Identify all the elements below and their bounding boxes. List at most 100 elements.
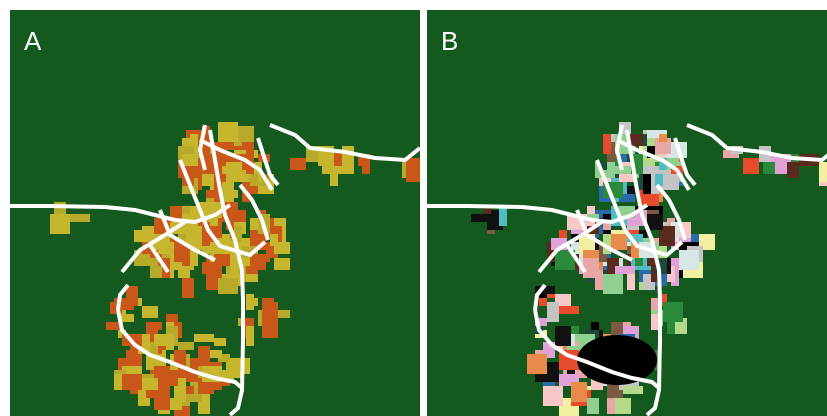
land-patch [202,234,218,242]
road-line [238,183,270,241]
land-patch [603,234,611,254]
land-patch [611,234,627,250]
land-patch [178,266,190,278]
land-patch [787,162,799,178]
land-patch [559,230,567,238]
land-patch [571,382,587,402]
land-patch [543,386,563,406]
land-patch [819,162,827,182]
land-patch [262,298,274,318]
land-patch [591,322,599,334]
road-line [269,123,420,163]
land-patch [775,158,787,174]
land-patch [615,398,631,414]
road-line [595,159,684,258]
land-patch [250,174,258,186]
land-patch [647,214,663,230]
land-patch [659,158,667,170]
land-patch [182,246,190,266]
land-patch [218,378,230,386]
land-patch [659,294,667,306]
land-patch [555,326,571,346]
land-patch [587,398,599,414]
land-patch [599,162,607,170]
land-patch [178,342,194,350]
land-patch [210,350,222,358]
road-line [537,220,604,274]
land-patch [262,318,278,338]
land-patch [154,390,170,410]
land-patch [266,242,274,254]
road-line [427,203,649,225]
land-patch [226,210,234,230]
land-patch [226,126,238,134]
land-patch [202,154,218,162]
road-line [533,283,547,311]
land-patch [743,158,759,174]
land-patch [603,274,623,294]
land-patch [70,214,90,222]
land-patch [126,314,134,322]
land-patch [114,374,122,390]
land-patch [659,134,667,142]
land-patch [270,310,290,318]
land-patch [174,394,182,410]
land-patch [555,250,575,270]
land-patch [274,258,290,270]
land-patch [559,306,579,314]
land-patch [577,335,657,385]
land-patch [362,162,370,174]
land-patch [246,294,254,310]
road-line [178,159,267,258]
land-patch [194,334,214,342]
road-line [533,309,661,390]
land-patch [150,322,162,330]
road-line [208,129,245,416]
land-patch [230,262,238,278]
road-line [256,137,280,187]
land-patch [527,354,547,374]
land-patch [106,322,122,330]
road-line [625,129,662,416]
land-patch [214,338,226,346]
land-patch [647,258,659,266]
land-patch [591,226,611,234]
land-patch [655,174,663,186]
land-patch [142,306,158,318]
panel-a-map [10,10,420,416]
land-patch [663,302,683,322]
land-patch [218,278,238,294]
land-patch [270,234,278,246]
land-patch [631,242,639,262]
road-line [158,209,216,262]
road-network [10,123,420,416]
road-line [655,183,687,241]
land-patch [679,250,699,270]
land-patch [627,270,635,290]
land-patch [547,302,559,322]
land-patch [330,166,338,186]
land-patch [182,206,190,218]
road-line [148,243,170,274]
land-patch [603,134,611,154]
land-patch [234,126,254,146]
road-line [565,243,587,274]
panel-b-label: B [441,26,459,56]
land-patch [250,254,266,270]
land-patch [130,346,138,362]
land-patch [218,354,230,362]
land-patch [154,334,174,346]
land-patch [539,294,547,306]
land-patch [406,158,420,178]
road-line [686,123,827,163]
land-patch [663,258,683,266]
land-patch [471,214,491,222]
land-patch [170,222,190,234]
land-patch [214,254,230,266]
land-patch [182,138,190,150]
road-network [427,123,827,416]
road-line [199,138,274,192]
land-patch [575,370,587,378]
land-patch [659,226,675,246]
land-patch [234,234,242,242]
